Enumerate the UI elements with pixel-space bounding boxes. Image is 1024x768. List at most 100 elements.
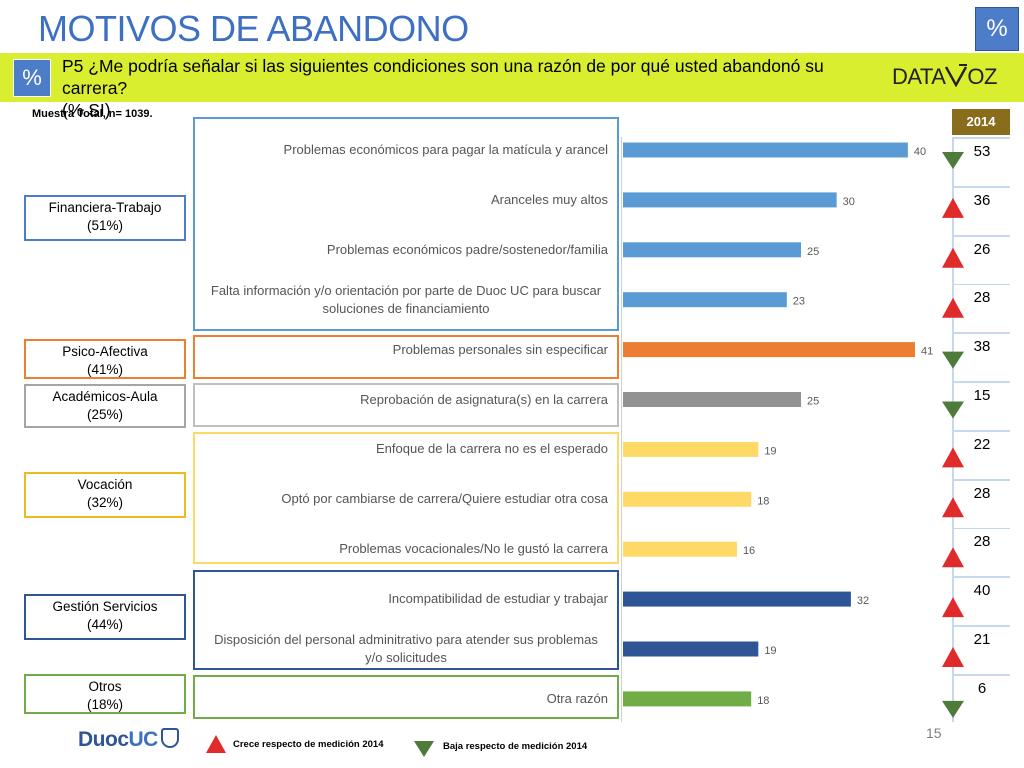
legend-up-triangle xyxy=(206,735,226,753)
item-label: Optó por cambiarse de carrera/Quiere est… xyxy=(188,490,608,508)
logo-v-mark xyxy=(945,63,968,88)
bar xyxy=(623,541,737,557)
category-percent: (32%) xyxy=(86,495,123,510)
previous-year-value: 40 xyxy=(954,578,1010,626)
bar-value-label: 16 xyxy=(743,545,755,557)
previous-year-value: 28 xyxy=(954,480,1010,528)
bar-value-label: 18 xyxy=(757,495,769,507)
logo-text-right: OZ xyxy=(967,64,997,89)
item-label: Incompatibilidad de estudiar y trabajar xyxy=(188,590,608,608)
category-otros: Otros (18%) xyxy=(24,674,186,714)
trend-up-icon xyxy=(942,447,964,468)
brand-text-left: Duoc xyxy=(78,728,129,751)
item-label: Problemas vocacionales/No le gustó la ca… xyxy=(188,540,608,558)
bar xyxy=(623,491,752,507)
group-box-otros xyxy=(193,675,619,719)
item-label-line-1: Reprobación de asignatura(s) en la carre… xyxy=(360,391,608,407)
previous-year-value: 15 xyxy=(954,383,1010,430)
item-label: Disposición del personal adminitrativo p… xyxy=(196,631,616,667)
legend-down-triangle xyxy=(414,741,434,757)
item-label-line-1: Problemas económicos para pagar la matíc… xyxy=(283,142,608,157)
bar xyxy=(623,641,759,657)
sample-size-note: Muestra Total, n= 1039. xyxy=(32,108,153,120)
legend-up-label: Crece respecto de medición 2014 xyxy=(233,739,384,750)
group-box-gestion xyxy=(193,570,619,670)
item-label-line-1: Incompatibilidad de estudiar y trabajar xyxy=(388,591,608,607)
crest-icon xyxy=(160,728,179,748)
percent-badge-corner: % xyxy=(975,7,1019,51)
item-label: Otra razón xyxy=(188,690,608,708)
previous-year-value: 38 xyxy=(954,334,1010,382)
bar xyxy=(623,342,915,358)
category-gestion-servicios: Gestión Servicios (44%) xyxy=(24,594,186,640)
item-label-line-2: soluciones de financiamiento xyxy=(322,300,490,316)
item-label-line-1: Problemas económicos padre/sostenedor/fa… xyxy=(326,241,608,257)
legend-up-icon xyxy=(206,735,226,753)
group-box-psico xyxy=(193,335,619,379)
category-percent: (51%) xyxy=(86,218,123,233)
bar xyxy=(623,691,752,707)
brand-text-right: UC xyxy=(128,728,159,751)
item-label-line-1: Problemas vocacionales/No le gustó la ca… xyxy=(339,541,608,557)
category-name: Otros xyxy=(88,679,122,694)
trend-up-icon xyxy=(942,497,964,518)
bar-value-label: 23 xyxy=(793,296,805,308)
group-box-financiera xyxy=(193,117,619,331)
bar-value-label: 25 xyxy=(807,246,819,258)
category-financiera-trabajo: Financiera-Trabajo (51%) xyxy=(24,195,186,241)
category-percent: (41%) xyxy=(86,362,123,377)
item-label: Aranceles muy altos xyxy=(188,191,608,209)
trend-up-icon xyxy=(942,597,964,618)
category-percent: (25%) xyxy=(86,407,123,422)
previous-year-value: 22 xyxy=(954,431,1010,479)
bar xyxy=(623,392,802,407)
bar-value-label: 19 xyxy=(764,645,776,657)
bar xyxy=(623,142,908,158)
legend-down-icon xyxy=(414,741,434,757)
bar-axis-line xyxy=(621,137,622,722)
item-label: Problemas personales sin especificar xyxy=(188,341,608,359)
item-label-line-1: Enfoque de la carrera no es el esperado xyxy=(376,441,608,457)
category-name: Gestión Servicios xyxy=(52,599,158,614)
previous-year-value: 36 xyxy=(954,187,1010,235)
group-box-academicos xyxy=(193,383,619,427)
datavoz-logo: DATA OZ xyxy=(892,63,997,90)
bar xyxy=(623,441,759,457)
trend-down-icon xyxy=(942,351,964,369)
previous-year-value: 6 xyxy=(954,675,1010,723)
item-label: Problemas económicos padre/sostenedor/fa… xyxy=(188,241,608,259)
trend-up-icon xyxy=(942,647,964,667)
category-name: Financiera-Trabajo xyxy=(48,200,162,215)
trend-up-icon xyxy=(942,247,964,268)
bar xyxy=(623,292,787,308)
bar-value-label: 32 xyxy=(857,595,869,607)
legend-down-label: Baja respecto de medición 2014 xyxy=(443,741,588,752)
bar xyxy=(623,242,802,258)
question-band xyxy=(0,53,1024,102)
item-label: Problemas económicos para pagar la matíc… xyxy=(188,141,608,159)
question-line-2: (% SI) xyxy=(62,100,111,120)
trend-down-icon xyxy=(942,401,964,419)
previous-year-value: 28 xyxy=(954,285,1010,333)
trend-down-icon xyxy=(942,700,964,718)
previous-year-value: 53 xyxy=(954,139,1010,186)
item-label-line-2: y/o solicitudes xyxy=(365,650,447,665)
trend-up-icon xyxy=(942,547,964,568)
duoc-uc-logo: DuocUC xyxy=(78,728,179,752)
page-number: 15 xyxy=(926,725,942,741)
category-name: Académicos-Aula xyxy=(52,389,158,404)
previous-year-value: 28 xyxy=(954,529,1010,577)
item-label: Enfoque de la carrera no es el esperado xyxy=(188,440,608,458)
percent-badge-question: % xyxy=(13,59,51,97)
bar-value-label: 41 xyxy=(921,346,933,358)
question-line-1: P5 ¿Me podría señalar si las siguientes … xyxy=(62,56,824,98)
page-title: MOTIVOS DE ABANDONO xyxy=(38,8,469,49)
bar-value-label: 25 xyxy=(807,396,819,408)
item-label-line-1: Falta información y/o orientación por pa… xyxy=(210,282,602,298)
category-vocacion: Vocación (32%) xyxy=(24,472,186,518)
category-name: Psico-Afectiva xyxy=(62,344,148,359)
previous-year-value: 26 xyxy=(954,236,1010,284)
trend-down-icon xyxy=(942,152,964,169)
bar-value-label: 18 xyxy=(757,695,769,707)
